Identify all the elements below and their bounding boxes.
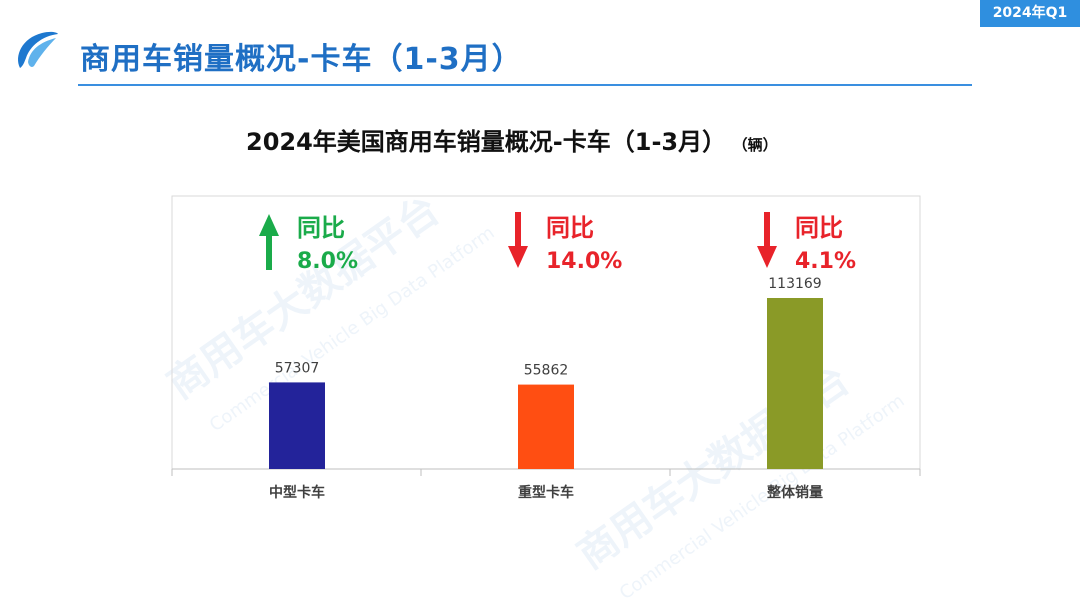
yoy-value: 4.1% [795, 249, 856, 274]
arrow-down-icon [757, 246, 777, 268]
bar [269, 382, 325, 469]
yoy-label: 同比 [795, 214, 843, 242]
data-label: 113169 [768, 276, 821, 292]
yoy-value: 8.0% [297, 249, 358, 274]
page-title: 商用车销量概况-卡车（1-3月） [80, 42, 523, 77]
chart-unit: （辆） [740, 136, 778, 154]
chart-title-text: 2024年美国商用车销量概况-卡车（1-3月） [246, 128, 727, 156]
period-badge: 2024年Q1 [980, 0, 1080, 27]
yoy-label: 同比 [297, 214, 345, 242]
category-label: 重型卡车 [518, 484, 574, 501]
platform-logo-icon [18, 31, 58, 69]
chart-title: 2024年美国商用车销量概况-卡车（1-3月） （辆） [246, 122, 778, 157]
yoy-label: 同比 [546, 214, 594, 242]
category-label: 中型卡车 [269, 484, 325, 501]
yoy-value: 14.0% [546, 249, 622, 274]
data-label: 55862 [524, 363, 569, 379]
arrow-down-icon [508, 246, 528, 268]
arrow-up-icon [259, 214, 279, 236]
bar [518, 384, 574, 469]
data-label: 57307 [275, 360, 320, 376]
bar [767, 298, 823, 469]
header-divider [78, 84, 972, 86]
category-label: 整体销量 [766, 484, 823, 501]
